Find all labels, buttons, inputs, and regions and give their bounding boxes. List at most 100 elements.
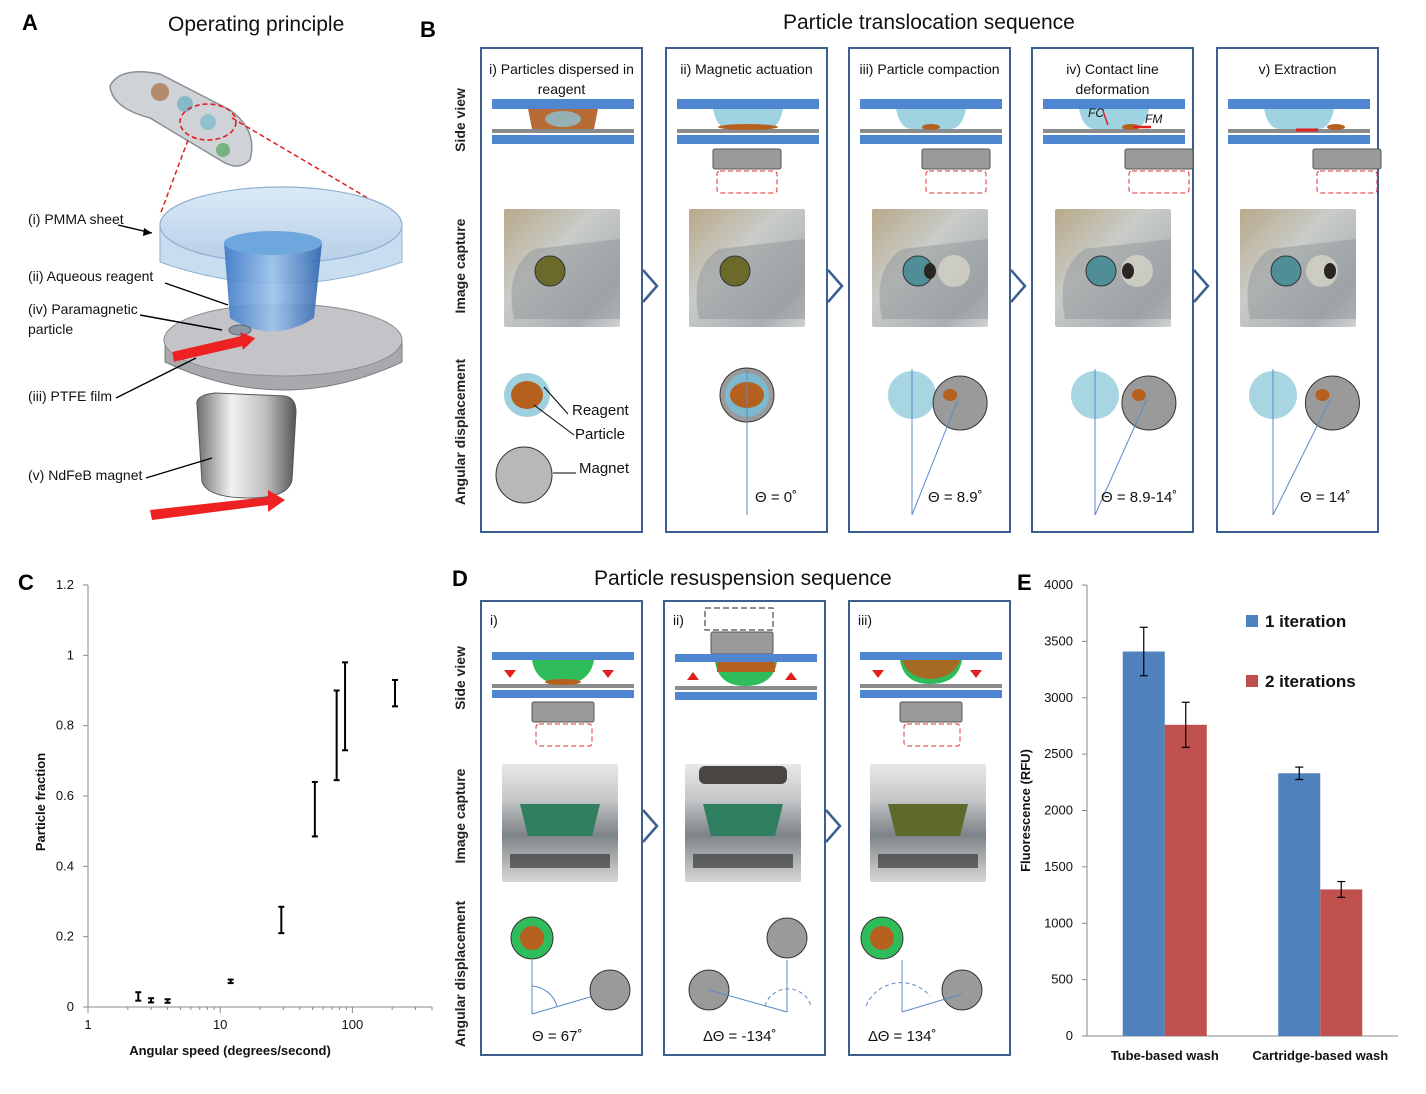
sequence-arrow-icon bbox=[642, 809, 659, 843]
angular-displacement-diagram bbox=[1071, 369, 1177, 516]
resuspension-step-panel: iii) ΔΘ = 134˚ bbox=[848, 600, 1011, 1056]
legend-magnet: Magnet bbox=[579, 460, 630, 477]
panel-b-title: Particle translocation sequence bbox=[783, 11, 1075, 34]
force-fc-label: FC bbox=[1088, 106, 1104, 120]
error-bar-point bbox=[164, 998, 171, 1004]
panel-a-title: Operating principle bbox=[168, 13, 345, 36]
step-title: v) Extraction bbox=[1258, 61, 1337, 77]
legend-label: 1 iteration bbox=[1265, 612, 1346, 631]
side-view-diagram bbox=[860, 652, 1002, 747]
row-label-image-capture: Image capture bbox=[452, 218, 468, 314]
step-title: ii) Magnetic actuation bbox=[680, 61, 813, 77]
legend-label: 2 iterations bbox=[1265, 672, 1356, 691]
theta-value: Θ = 8.9-14˚ bbox=[1101, 489, 1178, 506]
error-bar-point bbox=[227, 978, 234, 985]
label-aqueous-reagent: (ii) Aqueous reagent bbox=[28, 268, 154, 284]
step-title: iii) bbox=[858, 612, 872, 628]
bar bbox=[1320, 889, 1363, 1036]
step-title: ii) bbox=[673, 612, 684, 628]
angular-displacement-diagram bbox=[860, 916, 983, 1013]
x-tick-label: 100 bbox=[342, 1017, 364, 1032]
label-ndfeb-magnet: (v) NdFeB magnet bbox=[28, 467, 143, 483]
y-axis-title: Fluorescence (RFU) bbox=[1018, 749, 1033, 872]
legend-swatch bbox=[1246, 675, 1258, 687]
side-view-diagram bbox=[860, 99, 1002, 194]
theta-value: Θ = 0˚ bbox=[755, 489, 798, 506]
y-tick-label: 2500 bbox=[1044, 746, 1073, 761]
panel-d-title: Particle resuspension sequence bbox=[594, 567, 892, 590]
theta-value: ΔΘ = 134˚ bbox=[868, 1028, 937, 1045]
image-capture-photo bbox=[689, 209, 805, 327]
y-tick-label: 0.6 bbox=[56, 788, 74, 803]
resuspension-step-panel: i) Θ = 67˚ bbox=[480, 600, 643, 1056]
error-bar-point bbox=[148, 997, 155, 1004]
image-capture-photo bbox=[502, 764, 618, 882]
panel-a-letter: A bbox=[22, 10, 38, 35]
aqueous-reagent-icon bbox=[224, 231, 322, 332]
angular-displacement-diagram bbox=[495, 373, 576, 504]
side-view-diagram bbox=[677, 99, 819, 194]
angular-displacement-diagram bbox=[1249, 369, 1360, 516]
ndfeb-magnet-icon bbox=[196, 392, 297, 499]
translocation-step-panel: iii) Particle compaction Θ = 8.9˚ bbox=[848, 47, 1011, 533]
y-tick-label: 0 bbox=[1066, 1028, 1073, 1043]
sequence-arrow-icon bbox=[825, 809, 842, 843]
legend-reagent: Reagent bbox=[572, 402, 629, 419]
y-tick-label: 3000 bbox=[1044, 690, 1073, 705]
y-tick-label: 4000 bbox=[1044, 577, 1073, 592]
side-view-diagram bbox=[675, 607, 817, 700]
force-fm-label: FM bbox=[1145, 112, 1162, 126]
y-tick-label: 1.2 bbox=[56, 577, 74, 592]
sequence-arrow-icon bbox=[827, 269, 844, 303]
legend-swatch bbox=[1246, 615, 1258, 627]
photo-detail bbox=[693, 766, 793, 868]
photo-detail bbox=[1062, 239, 1171, 319]
y-tick-label: 0.8 bbox=[56, 718, 74, 733]
particle-fraction-chart: 0 0.2 0.4 0.6 0.8 1 1.2 1 10 100 Angular speed (de… bbox=[33, 577, 433, 1058]
error-bar-point bbox=[278, 905, 285, 935]
magnet-motion-arrow-icon bbox=[150, 490, 285, 520]
resuspension-step-panel: ii) ΔΘ = -134˚ bbox=[663, 600, 826, 1056]
ptfe-film-icon bbox=[163, 303, 403, 391]
operating-principle-illustration bbox=[109, 71, 403, 520]
error-bar bbox=[1295, 766, 1304, 781]
photo-detail bbox=[879, 239, 988, 319]
side-view-diagram: FC FM bbox=[1043, 99, 1194, 194]
y-tick-label: 500 bbox=[1051, 972, 1073, 987]
label-pmma-sheet: (i) PMMA sheet bbox=[28, 211, 124, 227]
photo-detail bbox=[878, 804, 978, 868]
legend-particle: Particle bbox=[575, 426, 626, 443]
y-tick-label: 1500 bbox=[1044, 859, 1073, 874]
y-tick-label: 0 bbox=[67, 999, 74, 1014]
image-capture-photo bbox=[1240, 209, 1356, 327]
photo-detail bbox=[696, 239, 805, 319]
image-capture-photo bbox=[1055, 209, 1171, 327]
bar bbox=[1122, 651, 1165, 1036]
sequence-arrow-icon bbox=[1193, 269, 1210, 303]
angular-displacement-diagram bbox=[688, 917, 812, 1013]
photo-detail bbox=[1247, 239, 1356, 319]
translocation-step-panel: ii) Magnetic actuation Θ = 0˚ bbox=[665, 47, 828, 533]
step-title: i) bbox=[490, 612, 498, 628]
y-tick-label: 0.4 bbox=[56, 858, 74, 873]
sequence-arrow-icon bbox=[1010, 269, 1027, 303]
category-label: Cartridge-based wash bbox=[1252, 1048, 1388, 1063]
step-title: i) Particles dispersed in reagent bbox=[489, 61, 634, 97]
photo-detail bbox=[511, 239, 620, 319]
cartridge-icon bbox=[109, 71, 253, 167]
theta-value: Θ = 14˚ bbox=[1300, 489, 1351, 506]
y-tick-label: 1 bbox=[67, 647, 74, 662]
error-bar-point bbox=[135, 991, 142, 1002]
x-tick-label: 10 bbox=[213, 1017, 227, 1032]
x-axis-title: Angular speed (degrees/second) bbox=[129, 1043, 331, 1058]
sequence-arrow-icon bbox=[642, 269, 659, 303]
bar bbox=[1278, 773, 1321, 1036]
image-capture-photo bbox=[872, 209, 988, 327]
paramagnetic-particle-icon bbox=[228, 324, 252, 336]
image-capture-photo bbox=[685, 764, 801, 882]
row-label-angular-displacement-d: Angular displacement bbox=[452, 900, 468, 1048]
angular-displacement-diagram bbox=[510, 916, 631, 1015]
error-bar-point bbox=[342, 661, 349, 752]
y-tick-label: 2000 bbox=[1044, 803, 1073, 818]
row-label-image-capture-d: Image capture bbox=[452, 768, 468, 864]
